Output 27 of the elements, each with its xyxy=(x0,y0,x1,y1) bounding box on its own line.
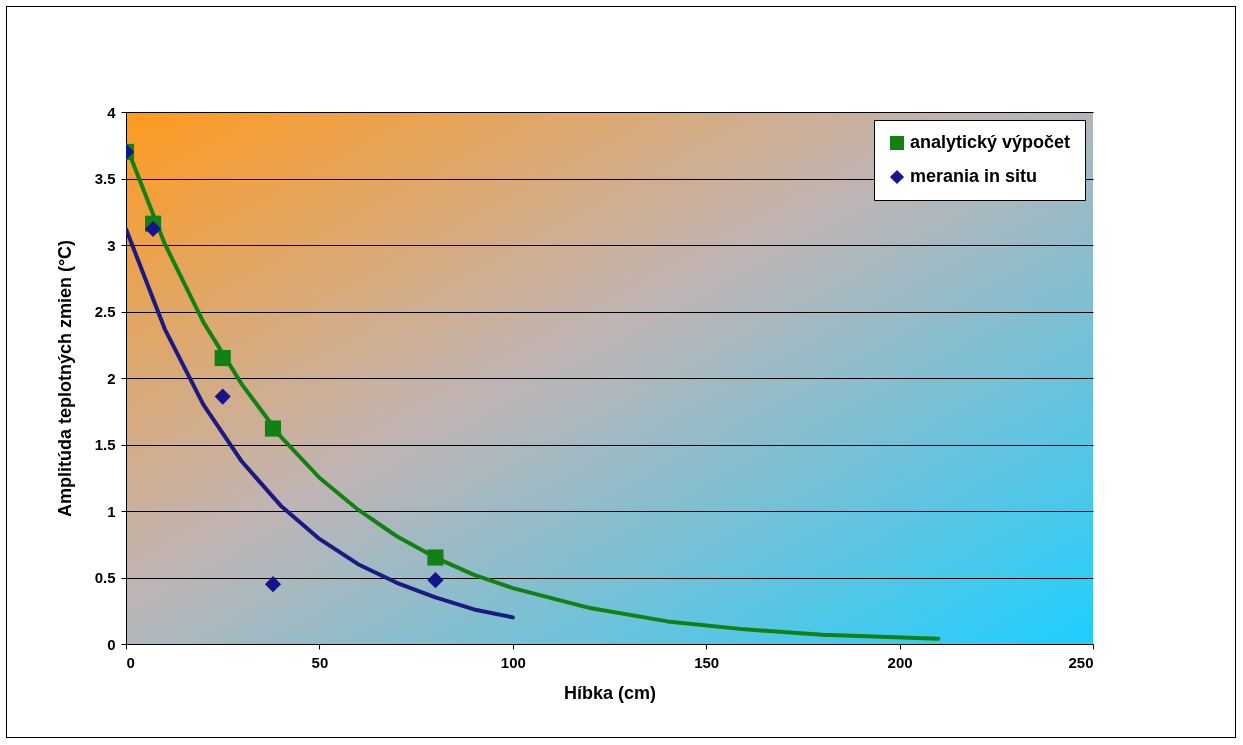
point xyxy=(214,349,231,367)
point xyxy=(214,388,231,405)
x-tick-label: 0 xyxy=(126,653,135,671)
point xyxy=(264,576,282,593)
point xyxy=(145,220,162,238)
point xyxy=(264,420,282,437)
y-tick-label: 2.5 xyxy=(94,303,116,320)
x-tick-label: 150 xyxy=(694,653,720,671)
x-tick-label: 250 xyxy=(1068,653,1094,671)
x-axis-title: Híbka (cm) xyxy=(563,682,657,703)
legend-label: analytický výpočet xyxy=(910,132,1071,152)
y-tick-label: 1 xyxy=(107,502,116,520)
y-tick-label: 0.5 xyxy=(94,569,116,586)
y-tick-label: 2 xyxy=(107,369,116,387)
point xyxy=(427,549,444,566)
point xyxy=(427,572,444,589)
x-tick-label: 100 xyxy=(500,653,526,671)
x-tick-label: 50 xyxy=(311,653,329,671)
y-tick-label: 3 xyxy=(107,236,116,254)
line-series xyxy=(126,227,515,620)
x-tick-label: 200 xyxy=(887,653,913,671)
y-tick-label: 1.5 xyxy=(94,436,116,453)
y-tick-label: 4 xyxy=(107,103,117,121)
y-axis-title: Amplitúda teplotných zmien (°C) xyxy=(54,239,75,518)
legend-label: merania in situ xyxy=(910,166,1038,186)
y-tick-label: 3.5 xyxy=(94,170,116,187)
y-tick-label: 0 xyxy=(107,635,116,653)
